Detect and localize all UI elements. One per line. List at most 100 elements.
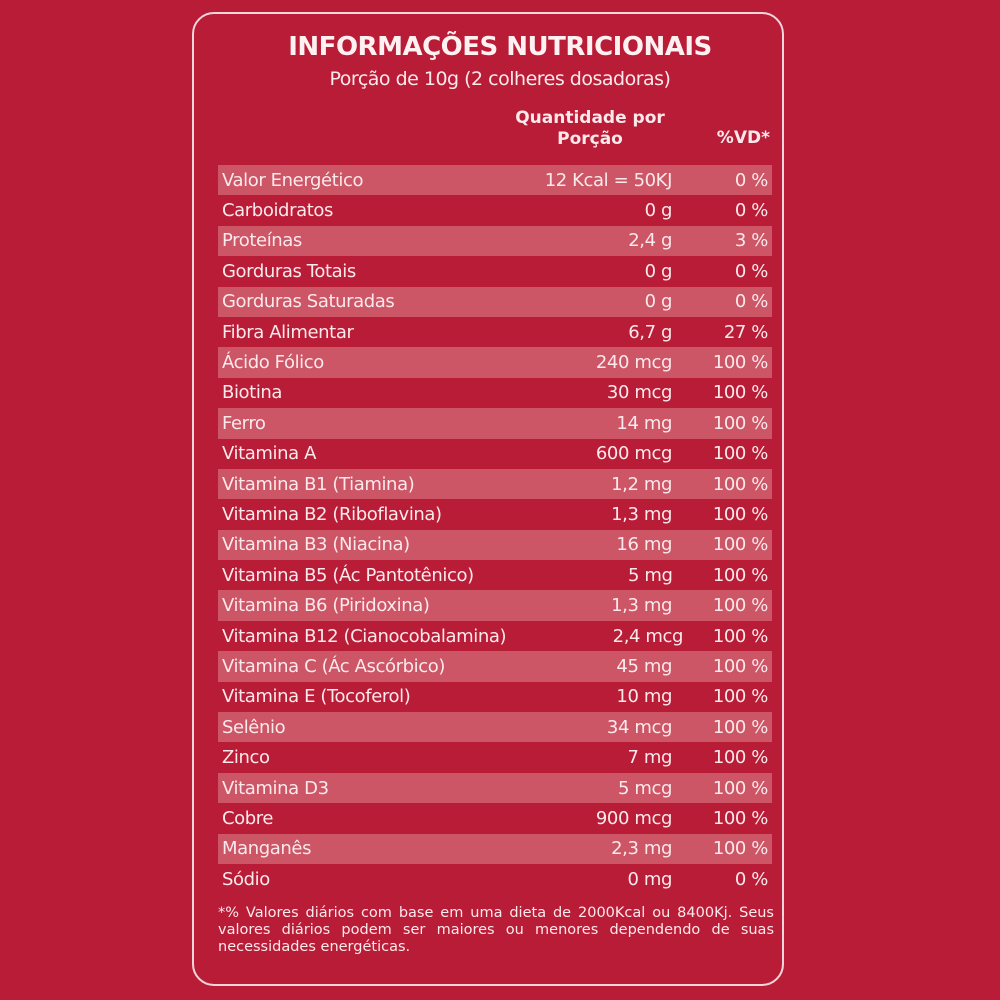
nutrient-quantity: 6,7 g bbox=[628, 321, 672, 343]
table-row: Vitamina B5 (Ác Pantotênico) 5 mg 100 % bbox=[218, 560, 772, 590]
nutrient-name: Ácido Fólico bbox=[222, 352, 324, 374]
nutrient-quantity: 900 mcg bbox=[595, 807, 673, 829]
table-row: Selênio 34 mcg 100 % bbox=[218, 712, 772, 743]
table-row: Vitamina A 600 mcg 100 % bbox=[218, 439, 772, 469]
table-row: Biotina 30 mcg 100 % bbox=[218, 378, 772, 408]
nutrient-name: Biotina bbox=[222, 382, 283, 404]
table-row: Ferro 14 mg 100 % bbox=[218, 408, 772, 439]
nutrient-dv: 0 % bbox=[734, 260, 768, 282]
nutrient-dv: 100 % bbox=[712, 503, 769, 525]
nutrient-dv: 100 % bbox=[712, 352, 769, 374]
nutrient-name: Manganês bbox=[222, 838, 312, 860]
nutrient-name: Ferro bbox=[222, 412, 266, 434]
table-row: Vitamina E (Tocoferol) 10 mg 100 % bbox=[218, 682, 772, 712]
nutrient-name: Selênio bbox=[222, 716, 286, 738]
nutrient-dv: 0 % bbox=[734, 169, 768, 191]
nutrient-dv: 100 % bbox=[712, 412, 769, 434]
nutrient-dv: 0 % bbox=[734, 868, 768, 890]
footnote: *% Valores diários com base em uma dieta… bbox=[218, 905, 774, 955]
table-row: Vitamina B3 (Niacina) 16 mg 100 % bbox=[218, 529, 772, 561]
nutrient-quantity: 600 mcg bbox=[595, 443, 673, 465]
header-quantity: Quantidade por Porção bbox=[515, 108, 665, 149]
nutrient-dv: 100 % bbox=[712, 595, 769, 617]
page-title: INFORMAÇÕES NUTRICIONAIS bbox=[288, 32, 712, 62]
nutrient-quantity: 2,4 g bbox=[628, 230, 672, 252]
nutrient-dv: 27 % bbox=[723, 321, 769, 343]
nutrient-quantity: 1,3 mg bbox=[611, 503, 672, 525]
nutrient-quantity: 240 mcg bbox=[595, 352, 673, 374]
nutrient-quantity: 16 mg bbox=[616, 534, 672, 556]
table-row: Vitamina C (Ác Ascórbico) 45 mg 100 % bbox=[218, 651, 772, 682]
nutrient-dv: 3 % bbox=[734, 230, 768, 252]
table-row: Ácido Fólico 240 mcg 100 % bbox=[218, 347, 772, 378]
nutrient-quantity: 1,3 mg bbox=[611, 595, 672, 617]
label-frame bbox=[192, 12, 784, 986]
nutrient-name: Vitamina B12 (Cianocobalamina) bbox=[222, 625, 507, 647]
table-row: Gorduras Totais 0 g 0 % bbox=[218, 256, 772, 286]
nutrient-quantity: 14 mg bbox=[616, 412, 672, 434]
nutrient-dv: 100 % bbox=[712, 473, 769, 495]
table-row: Carboidratos 0 g 0 % bbox=[218, 195, 772, 225]
nutrient-dv: 100 % bbox=[712, 838, 769, 860]
serving-size: Porção de 10g (2 colheres dosadoras) bbox=[329, 68, 671, 90]
nutrient-quantity: 1,2 mg bbox=[611, 473, 672, 495]
table-row: Valor Energético 12 Kcal = 50KJ 0 % bbox=[218, 165, 772, 196]
nutrient-name: Vitamina B6 (Piridoxina) bbox=[222, 595, 430, 617]
nutrient-name: Valor Energético bbox=[222, 169, 364, 191]
nutrient-dv: 100 % bbox=[712, 443, 769, 465]
nutrient-name: Vitamina C (Ác Ascórbico) bbox=[222, 655, 445, 677]
nutrient-dv: 0 % bbox=[734, 200, 768, 222]
nutrient-quantity: 0 mg bbox=[627, 868, 672, 890]
nutrient-name: Vitamina A bbox=[222, 443, 317, 465]
nutrient-quantity: 2,4 mcg bbox=[612, 625, 684, 647]
nutrient-name: Gorduras Totais bbox=[222, 260, 356, 282]
nutrition-table: Valor Energético 12 Kcal = 50KJ 0 % Carboid… bbox=[218, 165, 772, 894]
nutrient-name: Vitamina B3 (Niacina) bbox=[222, 534, 410, 556]
table-row: Gorduras Saturadas 0 g 0 % bbox=[218, 286, 772, 317]
header-dv: %VD* bbox=[716, 128, 770, 148]
table-row: Zinco 7 mg 100 % bbox=[218, 742, 772, 772]
nutrient-name: Vitamina D3 bbox=[222, 777, 329, 799]
nutrient-dv: 100 % bbox=[712, 747, 769, 769]
table-row: Vitamina B6 (Piridoxina) 1,3 mg 100 % bbox=[218, 590, 772, 621]
nutrient-name: Proteínas bbox=[222, 230, 302, 252]
nutrient-name: Sódio bbox=[222, 868, 270, 890]
nutrient-name: Vitamina E (Tocoferol) bbox=[222, 686, 411, 708]
nutrient-quantity: 12 Kcal = 50KJ bbox=[544, 169, 673, 191]
nutrient-quantity: 10 mg bbox=[616, 686, 672, 708]
table-row: Vitamina B2 (Riboflavina) 1,3 mg 100 % bbox=[218, 499, 772, 529]
nutrient-quantity: 5 mg bbox=[628, 564, 673, 586]
nutrient-name: Cobre bbox=[222, 807, 274, 829]
nutrient-quantity: 0 g bbox=[644, 260, 673, 282]
nutrient-dv: 100 % bbox=[712, 716, 769, 738]
nutrient-quantity: 30 mcg bbox=[606, 382, 672, 404]
nutrient-name: Vitamina B2 (Riboflavina) bbox=[222, 503, 442, 525]
nutrient-name: Vitamina B5 (Ác Pantotênico) bbox=[222, 564, 474, 586]
nutrient-quantity: 2,3 mg bbox=[611, 838, 672, 860]
nutrient-name: Carboidratos bbox=[222, 200, 333, 222]
nutrient-name: Gorduras Saturadas bbox=[222, 291, 395, 313]
nutrient-dv: 100 % bbox=[712, 686, 769, 708]
nutrient-dv: 100 % bbox=[712, 625, 769, 647]
nutrient-quantity: 0 g bbox=[644, 291, 673, 313]
table-row: Fibra Alimentar 6,7 g 27 % bbox=[218, 317, 772, 347]
table-row: Manganês 2,3 mg 100 % bbox=[218, 833, 772, 864]
nutrient-quantity: 45 mg bbox=[616, 655, 672, 677]
nutrient-dv: 100 % bbox=[712, 655, 769, 677]
nutrient-dv: 100 % bbox=[712, 534, 769, 556]
table-row: Vitamina B1 (Tiamina) 1,2 mg 100 % bbox=[218, 468, 772, 500]
nutrient-quantity: 34 mcg bbox=[606, 716, 672, 738]
nutrient-name: Vitamina B1 (Tiamina) bbox=[222, 473, 415, 495]
nutrient-name: Zinco bbox=[222, 747, 270, 769]
nutrient-dv: 100 % bbox=[712, 564, 769, 586]
nutrient-dv: 100 % bbox=[712, 382, 769, 404]
table-row: Sódio 0 mg 0 % bbox=[218, 864, 772, 894]
table-row: Proteínas 2,4 g 3 % bbox=[218, 225, 772, 257]
nutrient-quantity: 0 g bbox=[644, 200, 673, 222]
nutrient-name: Fibra Alimentar bbox=[222, 321, 354, 343]
table-row: Cobre 900 mcg 100 % bbox=[218, 803, 772, 833]
nutrient-dv: 100 % bbox=[712, 777, 769, 799]
nutrient-dv: 100 % bbox=[712, 807, 769, 829]
nutrient-dv: 0 % bbox=[734, 291, 768, 313]
nutrient-quantity: 7 mg bbox=[627, 747, 672, 769]
